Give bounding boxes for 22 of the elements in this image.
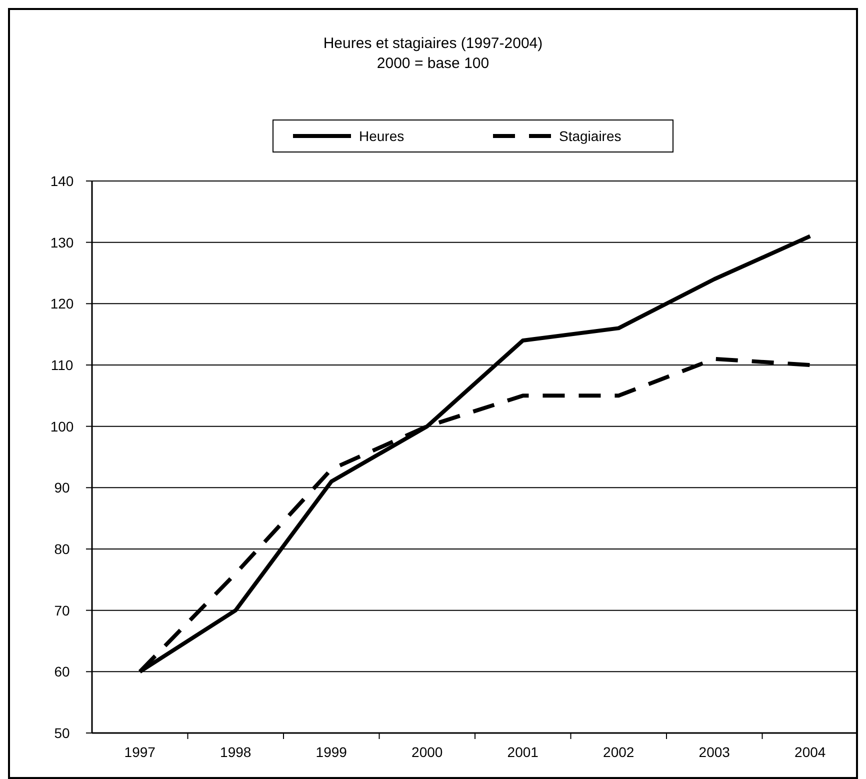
- y-tick-label: 50: [54, 725, 70, 741]
- x-tick-label: 2000: [412, 744, 443, 760]
- y-tick-label: 100: [50, 418, 74, 434]
- chart-subtitle: 2000 = base 100: [376, 55, 490, 72]
- y-tick-label: 60: [54, 664, 70, 680]
- y-tick-label: 120: [50, 296, 74, 312]
- chart-title: Heures et stagiaires (1997-2004): [323, 35, 543, 52]
- y-tick-label: 110: [50, 357, 74, 373]
- y-tick-label: 90: [54, 480, 70, 496]
- x-tick-label: 1999: [316, 744, 348, 760]
- y-tick-label: 140: [50, 173, 74, 189]
- y-tick-label: 80: [54, 541, 70, 557]
- legend-label: Heures: [359, 128, 404, 144]
- legend-label: Stagiaires: [559, 128, 622, 144]
- x-tick-label: 1998: [220, 744, 252, 760]
- y-tick-label: 70: [54, 602, 70, 618]
- x-tick-label: 1997: [124, 744, 156, 760]
- x-tick-label: 2004: [794, 744, 826, 760]
- x-tick-label: 2002: [603, 744, 634, 760]
- y-tick-label: 130: [50, 234, 74, 250]
- x-tick-label: 2001: [507, 744, 539, 760]
- x-tick-label: 2003: [698, 744, 730, 760]
